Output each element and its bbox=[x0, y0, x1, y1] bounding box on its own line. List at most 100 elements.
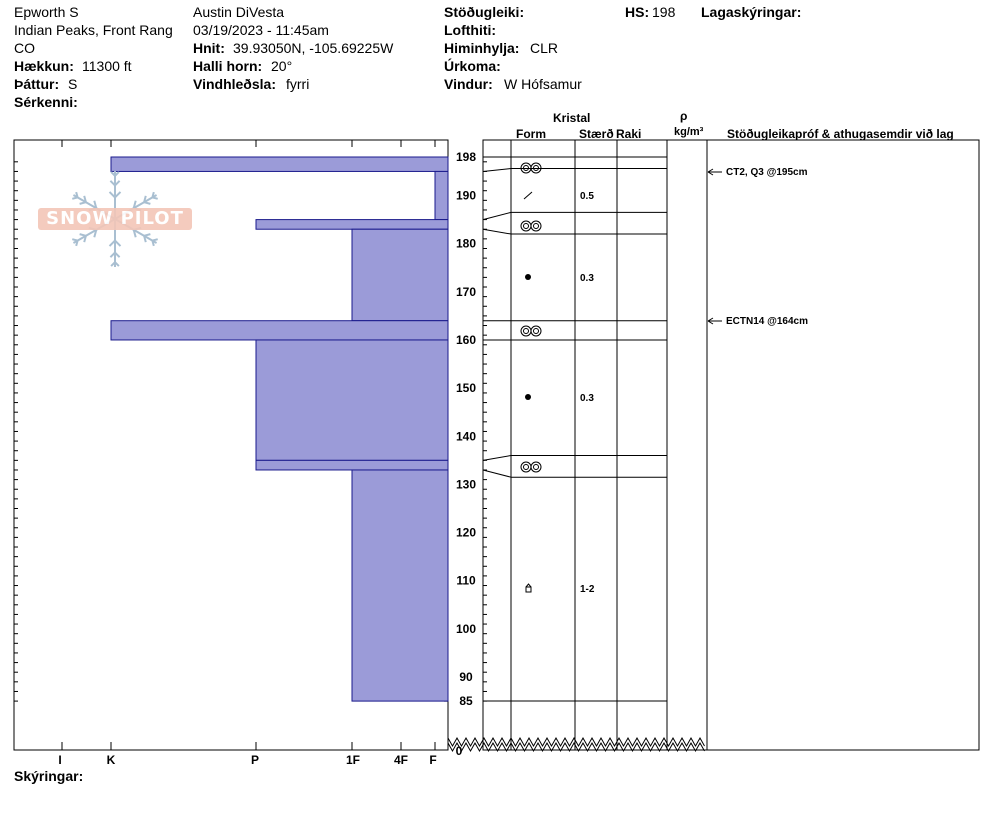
oval-inner bbox=[533, 328, 539, 334]
slope-value: 20° bbox=[271, 58, 293, 74]
rounded-grain-icon bbox=[525, 274, 531, 280]
snowflake-branch bbox=[114, 251, 121, 258]
coords-label: Hnit: bbox=[193, 40, 225, 56]
snowflake-branch bbox=[79, 233, 87, 237]
wind-value: W Hófsamur bbox=[504, 76, 582, 92]
coords-value: 39.93050N, -105.69225W bbox=[233, 40, 394, 56]
melt-form-icon bbox=[520, 220, 542, 232]
precip-particle-icon bbox=[523, 191, 533, 200]
depth-label-150: 150 bbox=[456, 381, 476, 395]
test-note-0: CT2, Q3 @195cm bbox=[726, 167, 808, 178]
form-header: Form bbox=[516, 127, 546, 141]
hardness-label-4F: 4F bbox=[394, 753, 408, 767]
snowflake-branch bbox=[114, 191, 122, 199]
scale-break-zigzag bbox=[447, 741, 705, 753]
depth-label-0: 0 bbox=[456, 744, 463, 758]
wind-loading-label: Vindhleðsla: bbox=[193, 76, 276, 92]
oval-inner bbox=[523, 223, 529, 229]
depth-label-180: 180 bbox=[456, 237, 476, 251]
layer-size-0: 0.5 bbox=[580, 191, 594, 202]
layer-boundary-connector bbox=[482, 455, 512, 461]
oval-outer bbox=[530, 220, 542, 232]
layer-size-3: 1-2 bbox=[580, 584, 595, 595]
oval-inner bbox=[533, 165, 539, 171]
snowflake-branch bbox=[79, 201, 87, 205]
hardness-label-1F: 1F bbox=[346, 753, 360, 767]
moisture-header: Raki bbox=[616, 127, 642, 141]
depth-label-90: 90 bbox=[459, 670, 473, 684]
test-pointer-arrow bbox=[707, 317, 714, 325]
wind-loading-value: fyrri bbox=[286, 76, 310, 92]
crystal-header: Kristal bbox=[553, 111, 591, 125]
scale-break-zigzag bbox=[447, 736, 705, 748]
melt-form-icon bbox=[520, 325, 542, 337]
melt-form-icon bbox=[520, 162, 542, 174]
elevation-label: Hækkun: bbox=[14, 58, 74, 74]
hardness-layer bbox=[255, 339, 449, 461]
hardness-layer bbox=[255, 219, 449, 230]
features-label: Sérkenni: bbox=[14, 94, 78, 110]
air-temp-label: Lofthiti: bbox=[444, 22, 497, 38]
hardness-label-F: F bbox=[429, 753, 436, 767]
test-note-1: ECTN14 @164cm bbox=[726, 316, 808, 327]
oval-outer bbox=[520, 461, 532, 473]
oval-inner bbox=[523, 328, 529, 334]
snowflake-branch bbox=[143, 235, 147, 243]
depth-label-130: 130 bbox=[456, 477, 476, 491]
depth-label-110: 110 bbox=[456, 574, 476, 588]
layer-boundary-connector bbox=[482, 211, 512, 221]
snowflake-branch bbox=[114, 180, 121, 187]
snowflake-branch bbox=[72, 196, 78, 200]
layer-size-1: 0.3 bbox=[580, 273, 594, 284]
observation-datetime: 03/19/2023 - 11:45am bbox=[193, 22, 329, 38]
snowflake-branch bbox=[114, 239, 122, 247]
slope-label: Halli horn: bbox=[193, 58, 263, 74]
snowflake-branch bbox=[143, 195, 147, 203]
density-unit-header: kg/m³ bbox=[674, 126, 704, 138]
oval-outer bbox=[520, 162, 532, 174]
snowflake-branch bbox=[114, 171, 120, 177]
oval-inner bbox=[523, 464, 529, 470]
snowflake-branch bbox=[108, 239, 116, 247]
state-name: CO bbox=[14, 40, 35, 56]
hardness-label-I: I bbox=[58, 753, 61, 767]
oval-outer bbox=[530, 325, 542, 337]
wind-label: Vindur: bbox=[444, 76, 493, 92]
hardness-label-P: P bbox=[251, 753, 259, 767]
aspect-value: S bbox=[68, 76, 78, 92]
depth-label-170: 170 bbox=[456, 285, 476, 299]
hardness-layer bbox=[110, 320, 449, 341]
snowflake-branch bbox=[132, 200, 137, 209]
hs-value: 198 bbox=[652, 4, 676, 20]
observer-name: Austin DiVesta bbox=[193, 4, 285, 20]
depth-label-198: 198 bbox=[456, 150, 476, 164]
depth-label-85: 85 bbox=[459, 694, 473, 708]
snowflake-branch bbox=[132, 229, 137, 238]
rounded-grain-icon bbox=[525, 394, 531, 400]
snowflake-branch bbox=[83, 195, 87, 203]
snowflake-branch bbox=[75, 240, 79, 247]
snowflake-branch bbox=[108, 191, 116, 199]
layer-boundary-connector bbox=[482, 168, 512, 172]
depth-label-140: 140 bbox=[456, 429, 476, 443]
snowflake-branch bbox=[152, 238, 158, 242]
snowflake-branch bbox=[93, 229, 98, 238]
snowflake-branch bbox=[83, 235, 87, 243]
precip-label: Úrkoma: bbox=[444, 58, 501, 74]
oval-outer bbox=[520, 325, 532, 337]
oval-inner bbox=[523, 165, 529, 171]
hardness-layer bbox=[351, 469, 449, 702]
snowflake-branch bbox=[151, 240, 155, 247]
oval-outer bbox=[520, 220, 532, 232]
hardness-label-K: K bbox=[107, 753, 116, 767]
depth-label-190: 190 bbox=[456, 189, 476, 203]
hardness-layer bbox=[110, 156, 449, 172]
depth-label-160: 160 bbox=[456, 333, 476, 347]
melt-form-icon bbox=[520, 461, 542, 473]
hardness-layer bbox=[434, 170, 449, 221]
snowflake-branch bbox=[93, 200, 98, 209]
snowflake-branch bbox=[151, 191, 155, 198]
size-header: Stærð bbox=[579, 127, 614, 141]
range-name: Indian Peaks, Front Rang bbox=[14, 22, 173, 38]
